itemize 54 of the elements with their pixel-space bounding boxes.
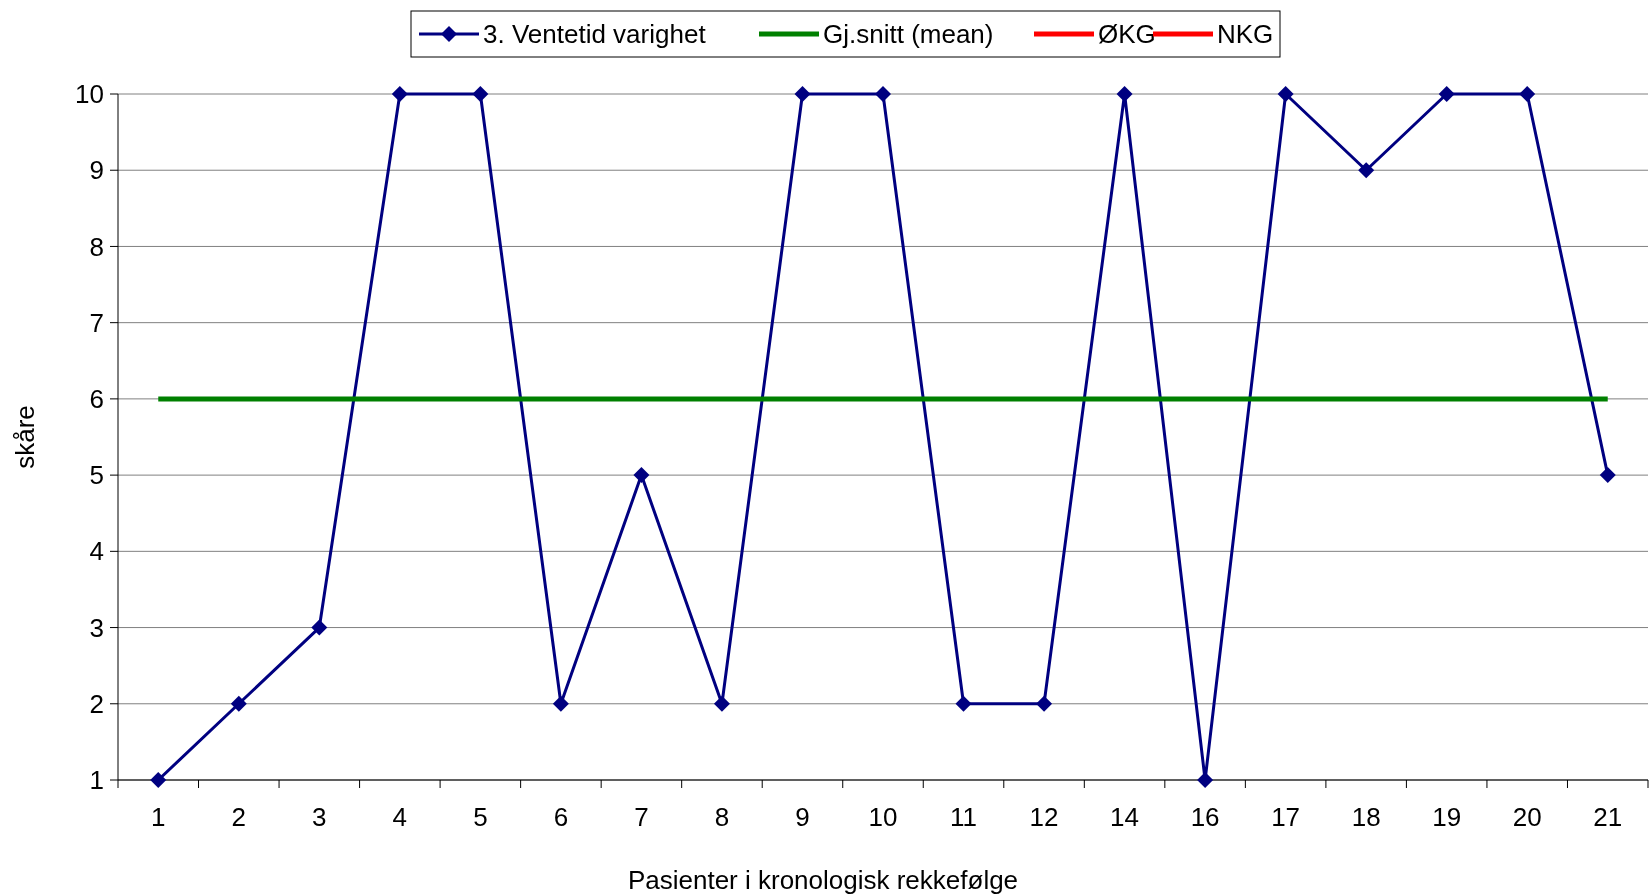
y-axis-title: skåre <box>10 405 40 469</box>
y-tick-label: 4 <box>89 536 104 567</box>
y-tick-label: 10 <box>75 79 104 110</box>
x-tick-label: 11 <box>950 802 978 832</box>
point <box>955 695 972 712</box>
y-tick-label: 9 <box>89 155 104 186</box>
y-tick-label: 8 <box>89 231 104 262</box>
x-tick-label: 2 <box>231 802 247 832</box>
y-tick-label: 1 <box>89 765 104 796</box>
x-tick-label: 7 <box>634 802 649 832</box>
y-tick-label: 7 <box>89 307 104 338</box>
x-tick-label: 17 <box>1271 802 1301 832</box>
point <box>1599 467 1616 484</box>
x-tick-label: 5 <box>473 802 488 832</box>
point <box>1277 86 1294 102</box>
x-tick-label: 1 <box>151 802 166 832</box>
point <box>1358 162 1375 179</box>
point <box>1036 695 1053 712</box>
point <box>1519 86 1536 102</box>
x-tick-label: 4 <box>392 802 408 832</box>
x-tick-label: 8 <box>714 802 730 832</box>
y-tick-label: 3 <box>89 612 104 643</box>
x-tick-label: 12 <box>1029 802 1059 832</box>
legend-label: Gj.snitt (mean) <box>823 19 994 50</box>
point <box>713 695 730 712</box>
x-tick-label: 14 <box>1110 802 1140 832</box>
x-tick-label: 6 <box>553 802 569 832</box>
point <box>1438 86 1455 102</box>
x-tick-label: 18 <box>1351 802 1381 832</box>
point <box>552 695 569 712</box>
x-tick-label: 19 <box>1432 802 1462 832</box>
point <box>472 86 489 102</box>
point <box>230 695 247 712</box>
x-tick-label: 20 <box>1512 802 1542 832</box>
point <box>875 86 891 102</box>
x-tick-label: 10 <box>868 802 898 832</box>
point <box>391 86 408 102</box>
point <box>1116 86 1133 102</box>
point <box>150 772 167 788</box>
legend-label: NKG <box>1217 19 1274 50</box>
y-tick-label: 2 <box>89 688 104 719</box>
x-tick-label: 21 <box>1593 802 1623 832</box>
y-tick-label: 5 <box>89 460 104 491</box>
legend-label: 3. Ventetid varighet <box>483 19 707 50</box>
y-tick-label: 6 <box>89 383 104 414</box>
x-tick-label: 9 <box>795 802 810 832</box>
legend-label: ØKG <box>1098 19 1156 50</box>
point <box>633 467 650 484</box>
point <box>794 86 811 102</box>
point <box>1197 772 1214 788</box>
x-axis-title: Pasienter i kronologisk rekkefølge <box>627 865 1019 895</box>
point <box>311 619 328 636</box>
x-tick-label: 3 <box>312 802 327 832</box>
x-tick-label: 16 <box>1190 802 1220 832</box>
